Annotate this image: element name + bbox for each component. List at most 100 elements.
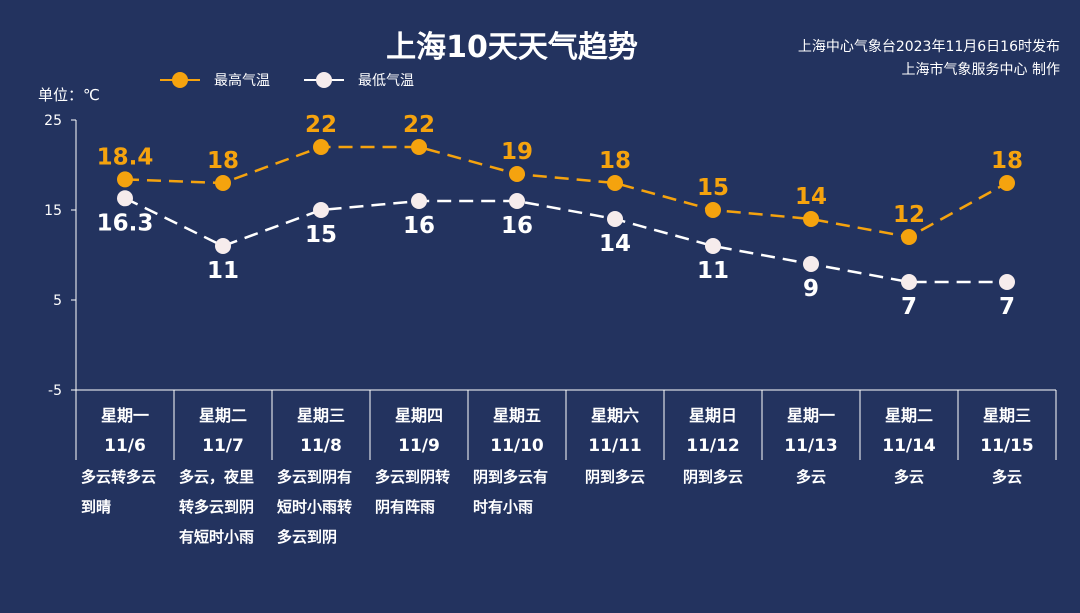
weather-description-line: 阴到多云有: [473, 468, 549, 486]
high-temp-point: [901, 229, 917, 245]
y-tick-label: 15: [44, 203, 62, 219]
weather-description-line: 多云: [795, 468, 826, 486]
chart-legend: 最高气温 最低气温: [160, 70, 448, 90]
low-temp-label: 16: [403, 213, 435, 239]
x-tick-date: 11/13: [784, 436, 838, 456]
weather-description: 多云到阴转 阴有阵雨: [375, 462, 467, 522]
series-line-low: [124, 197, 1007, 284]
high-temp-point: [215, 175, 231, 191]
y-tick-label: 5: [53, 293, 62, 309]
x-tick-date: 11/14: [882, 436, 936, 456]
legend-item-low: 最低气温: [304, 70, 414, 90]
x-tick-weekday: 星期六: [591, 406, 639, 425]
weather-description-line: 到晴: [81, 498, 112, 516]
high-temp-label: 22: [403, 112, 435, 138]
low-temp-label: 11: [207, 258, 239, 284]
legend-label-high: 最高气温: [214, 73, 270, 89]
weather-description-line: 阴到多云: [682, 468, 743, 486]
x-tick-date: 11/6: [104, 436, 146, 456]
legend-marker-low: [304, 72, 344, 88]
y-tick-label: 25: [44, 113, 62, 129]
weather-description: 多云，夜里转多云到阴有短时小雨: [179, 462, 271, 552]
high-temp-label: 15: [697, 175, 729, 201]
x-tick-weekday: 星期日: [689, 406, 737, 425]
x-tick-weekday: 星期一: [787, 406, 835, 425]
weather-description: 多云: [958, 462, 1056, 492]
x-tick-date: 11/8: [300, 436, 342, 456]
weather-description-line: 多云: [893, 468, 924, 486]
high-temp-label: 18: [599, 148, 631, 174]
series-line-high: [124, 145, 1008, 239]
weather-description-line: 多云: [991, 468, 1022, 486]
x-tick-date: 11/11: [588, 436, 642, 456]
x-tick-weekday: 星期五: [493, 406, 541, 425]
low-temp-label: 7: [999, 294, 1015, 320]
low-temp-point: [803, 256, 819, 272]
weather-description: 多云: [860, 462, 958, 492]
high-temp-point: [999, 175, 1015, 191]
x-tick-weekday: 星期二: [885, 406, 933, 425]
low-temp-label: 11: [697, 258, 729, 284]
high-temp-point: [313, 139, 329, 155]
high-temp-label: 22: [305, 112, 337, 138]
weather-description-line: 多云到阴: [277, 528, 338, 546]
weather-description-line: 时有小雨: [473, 498, 534, 516]
low-temp-point: [313, 202, 329, 218]
high-temp-label: 19: [501, 139, 533, 165]
high-temp-point: [705, 202, 721, 218]
high-temp-label: 18.4: [97, 144, 154, 170]
low-temp-label: 16: [501, 213, 533, 239]
high-temp-point: [607, 175, 623, 191]
weather-description: 多云到阴有短时小雨转多云到阴: [277, 462, 369, 552]
high-temp-label: 14: [795, 184, 827, 210]
y-axis-unit-label: 单位：℃: [38, 86, 100, 104]
high-temp-label: 18: [991, 148, 1023, 174]
weather-description: 阴到多云: [566, 462, 664, 492]
weather-description-line: 有短时小雨: [179, 528, 255, 546]
issuer-info: 上海中心气象台2023年11月6日16时发布 上海市气象服务中心 制作: [798, 36, 1060, 82]
x-tick-weekday: 星期二: [199, 406, 247, 425]
low-temp-label: 14: [599, 231, 631, 257]
low-temp-point: [509, 193, 525, 209]
low-temp-point: [901, 274, 917, 290]
x-tick-weekday: 星期四: [395, 406, 443, 425]
weather-description-line: 阴到多云: [584, 468, 645, 486]
chart-title: 上海10天天气趋势: [386, 30, 638, 65]
high-temp-point: [803, 211, 819, 227]
high-temp-point: [411, 139, 427, 155]
low-temp-label: 16.3: [97, 210, 154, 236]
high-temp-point: [117, 171, 133, 188]
x-tick-date: 11/15: [980, 436, 1034, 456]
weather-description: 阴到多云: [664, 462, 762, 492]
high-temp-point: [509, 166, 525, 182]
x-tick-date: 11/9: [398, 436, 440, 456]
high-temp-label: 18: [207, 148, 239, 174]
legend-label-low: 最低气温: [358, 73, 414, 89]
weather-description-line: 多云，夜里: [179, 468, 255, 486]
x-tick-weekday: 星期三: [983, 406, 1031, 425]
issuer-line-2: 上海市气象服务中心 制作: [901, 62, 1060, 78]
weather-description-line: 多云到阴有: [277, 468, 353, 486]
low-temp-label: 7: [901, 294, 917, 320]
low-temp-point: [607, 211, 623, 227]
x-tick-weekday: 星期一: [101, 406, 149, 425]
legend-item-high: 最高气温: [160, 70, 270, 90]
weather-description-line: 多云到阴转: [375, 468, 451, 486]
low-temp-label: 15: [305, 222, 337, 248]
high-temp-label: 12: [893, 202, 925, 228]
low-temp-point: [999, 274, 1015, 290]
issuer-line-1: 上海中心气象台2023年11月6日16时发布: [797, 39, 1060, 55]
weather-description-line: 转多云到阴: [179, 498, 255, 516]
legend-marker-high: [160, 72, 200, 88]
low-temp-point: [215, 238, 231, 254]
x-tick-date: 11/7: [202, 436, 244, 456]
x-tick-weekday: 星期三: [297, 406, 345, 425]
low-temp-point: [117, 190, 133, 207]
y-tick-label: -5: [48, 383, 62, 399]
low-temp-label: 9: [803, 276, 819, 302]
weather-description-line: 短时小雨转: [277, 498, 353, 516]
weather-description: 阴到多云有 时有小雨: [473, 462, 565, 522]
weather-description: 多云转多云 到晴: [81, 462, 173, 522]
weather-description-line: 多云转多云: [81, 468, 157, 486]
